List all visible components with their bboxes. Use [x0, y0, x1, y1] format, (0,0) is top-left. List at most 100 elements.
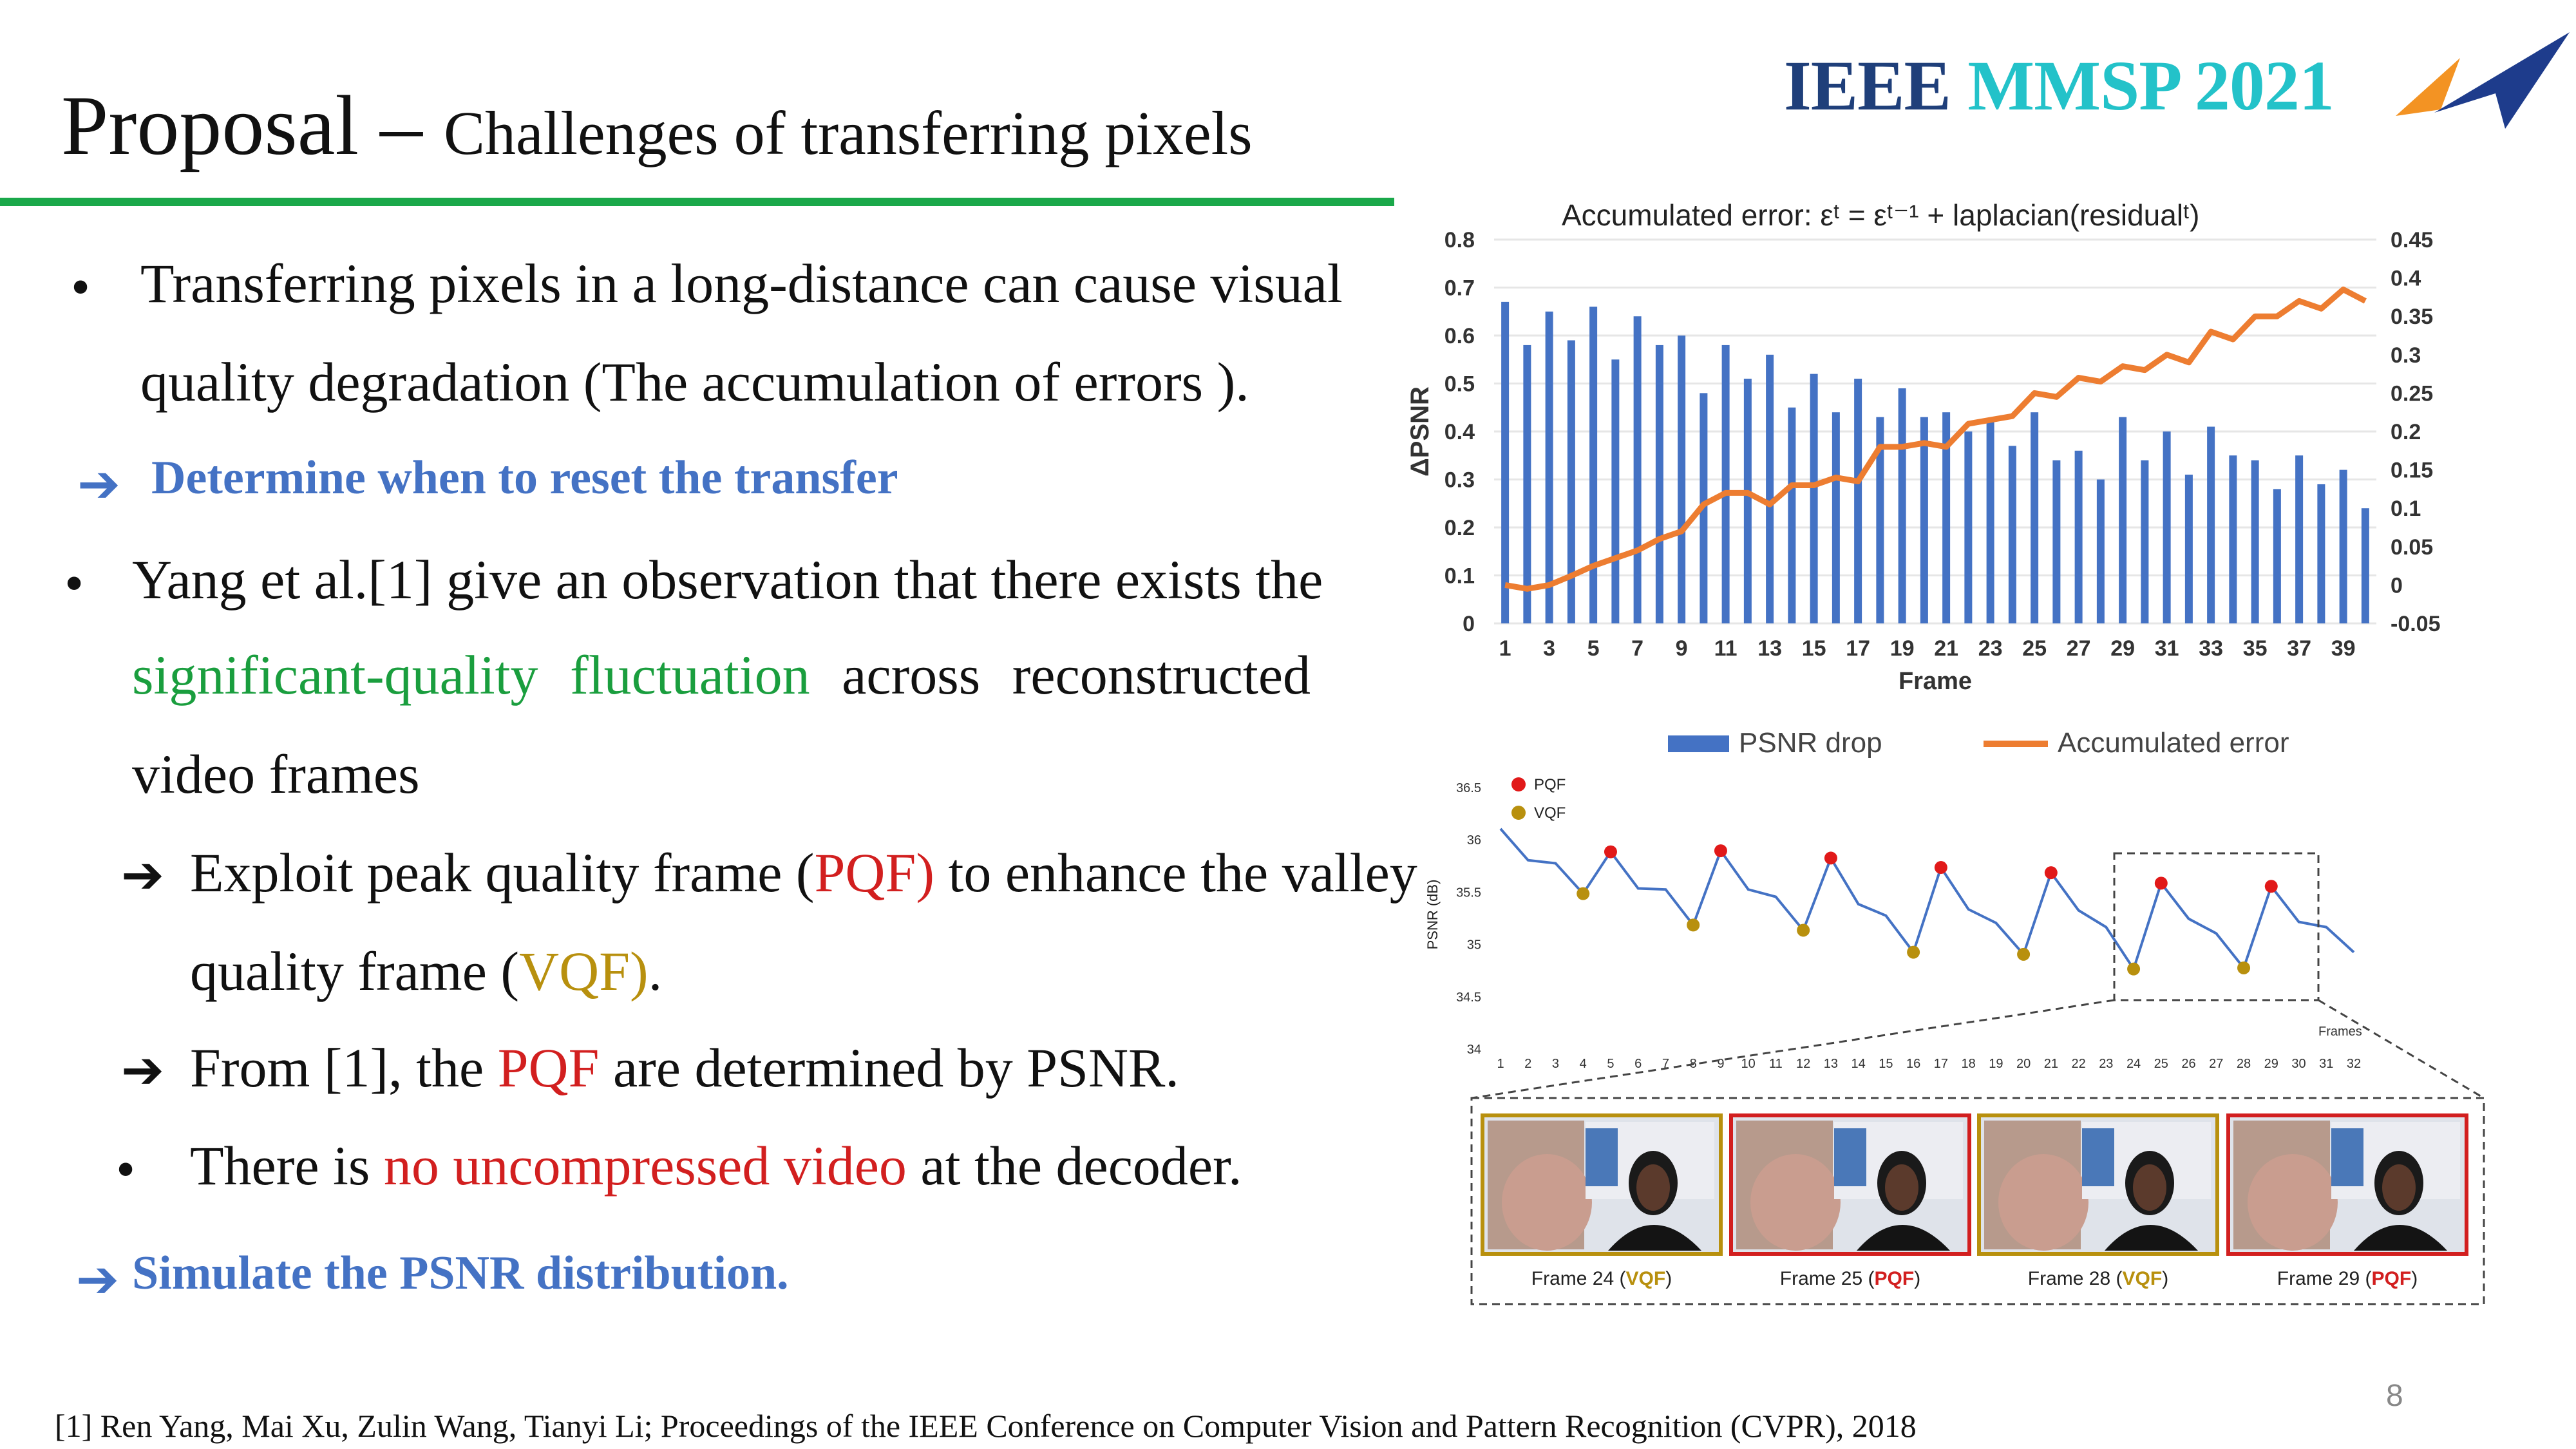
- chart1-bar: [2229, 455, 2237, 623]
- chart2-y-tick-label: 34: [1467, 1043, 1481, 1057]
- chart1-bar: [2096, 479, 2105, 623]
- frame-caption-prefix: Frame 24 (: [1531, 1268, 1626, 1289]
- chart2-vqf-point: [1907, 945, 1920, 959]
- chart2-x-tick-label: 31: [2319, 1057, 2333, 1071]
- chart2-x-tick-label: 28: [2237, 1057, 2251, 1071]
- frame-caption: Frame 29 (PQF): [2277, 1268, 2418, 1289]
- chart2-x-tick-label: 30: [2291, 1057, 2306, 1071]
- chart2-x-tick-label: 22: [2071, 1057, 2085, 1071]
- chart2-pqf-point: [2044, 866, 2058, 880]
- chart1-x-tick-label: 19: [1890, 636, 1915, 661]
- chart1-y2-tick-label: 0.35: [2391, 305, 2433, 329]
- chart1-y2-tick-label: -0.05: [2391, 612, 2441, 636]
- chart1-x-tick-label: 13: [1757, 636, 1782, 661]
- chart1-x-tick-label: 35: [2243, 636, 2268, 661]
- chart1-x-tick-label: 33: [2199, 636, 2223, 661]
- chart1-bar: [1545, 311, 1553, 623]
- chart1-bar: [2184, 475, 2193, 623]
- chart1-y2-tick-label: 0.3: [2391, 343, 2421, 368]
- chart1-bar: [1633, 316, 1642, 623]
- chart1-bar: [1810, 374, 1818, 623]
- chart1-bar: [1942, 412, 1951, 623]
- frame-caption-prefix: Frame 29 (: [2277, 1268, 2372, 1289]
- slide-title: Proposal – Challenges of transferring pi…: [61, 76, 1253, 175]
- chart1-bar: [1986, 422, 1994, 623]
- chart1-x-tick-label: 5: [1587, 636, 1600, 661]
- chart2-x-tick-label: 29: [2264, 1057, 2278, 1071]
- arrow-right-icon: ➔: [121, 1040, 165, 1100]
- bullet-1-dot: •: [71, 256, 91, 317]
- chart1-x-tick-label: 17: [1846, 636, 1870, 661]
- bullet-2-line-1: Yang et al.[1] give an observation that …: [132, 549, 1323, 611]
- chart2-y-axis-label: PSNR (dB): [1425, 880, 1441, 950]
- frame-caption-tag: VQF: [1626, 1268, 1666, 1289]
- chart1-bar: [2317, 484, 2325, 623]
- chart1-x-tick-label: 11: [1714, 636, 1738, 661]
- chart2-x-tick-label: 4: [1580, 1057, 1587, 1071]
- chart1-x-tick-label: 37: [2287, 636, 2311, 661]
- chart1-bar: [1964, 431, 1973, 623]
- sub-1-pqf: PQF): [814, 842, 934, 904]
- chart1-bar: [1678, 336, 1686, 623]
- chart2-x-tick-label: 2: [1524, 1057, 1531, 1071]
- chart1-legend-label-bar: PSNR drop: [1739, 727, 1882, 759]
- bullet-1-line-1: Transferring pixels in a long-distance c…: [140, 252, 1343, 314]
- chart1-y-tick-label: 0: [1463, 612, 1475, 636]
- chart2-x-tick-label: 24: [2126, 1057, 2141, 1071]
- chart2-pqf-point: [2154, 876, 2168, 890]
- chart1-bar: [1920, 417, 1928, 623]
- chart2-vqf-point: [1577, 887, 1590, 900]
- chart2-y-tick-label: 35.5: [1456, 886, 1481, 900]
- chart1-y-tick-label: 0.2: [1444, 516, 1475, 540]
- chart1-y2-tick-label: 0.4: [2391, 267, 2421, 291]
- chart1-x-tick-label: 15: [1802, 636, 1826, 661]
- chart1-x-tick-label: 27: [2067, 636, 2091, 661]
- chart1-legend-swatch-bar: [1668, 735, 1729, 752]
- chart1-bar: [1523, 345, 1531, 623]
- sub-1-text-a: Exploit peak quality frame (: [190, 842, 815, 904]
- chart1-x-tick-label: 7: [1631, 636, 1643, 661]
- frame-caption: Frame 25 (PQF): [1780, 1268, 1920, 1289]
- chart2-x-tick-label: 23: [2099, 1057, 2113, 1071]
- frame-blur-face: [1998, 1154, 2088, 1251]
- chart1-bar: [1655, 345, 1663, 623]
- sub-3-text-a: There is: [190, 1135, 384, 1197]
- sub-2-line: From [1], the PQF are determined by PSNR…: [190, 1036, 1179, 1100]
- chart2-x-tick-label: 15: [1879, 1057, 1893, 1071]
- chart2-x-tick-label: 27: [2209, 1057, 2223, 1071]
- chart1-bar: [1589, 307, 1598, 623]
- chart1-legend-label-line: Accumulated error: [2058, 727, 2289, 759]
- chart1-y2-tick-label: 0.1: [2391, 497, 2421, 521]
- sub-1-line-2: quality frame (VQF).: [190, 939, 662, 1003]
- frame-caption-tag: PQF: [1875, 1268, 1915, 1289]
- bullet-2-line-2: significant-quality fluctuation across r…: [132, 643, 1311, 707]
- chart2-x-tick-label: 9: [1717, 1057, 1724, 1071]
- frame-caption-tag: VQF: [2123, 1268, 2163, 1289]
- chart2-vqf-point: [2127, 962, 2141, 976]
- chart1-bar: [2141, 460, 2149, 623]
- chart1-y2-tick-label: 0.25: [2391, 381, 2433, 406]
- chart2-x-tick-label: 25: [2154, 1057, 2168, 1071]
- frame-caption-suffix: ): [1665, 1268, 1672, 1289]
- arrow-right-icon: ➔: [76, 1249, 120, 1309]
- bullet-1-line-2: quality degradation (The accumulation of…: [140, 351, 1249, 413]
- frame-caption-prefix: Frame 28 (: [2028, 1268, 2123, 1289]
- frame-poster: [1586, 1128, 1618, 1186]
- chart2-x-tick-label: 5: [1607, 1057, 1614, 1071]
- zoom-connector-left: [1471, 999, 2115, 1099]
- chart2-legend-vqf-label: VQF: [1534, 804, 1566, 822]
- chart1-bar: [1832, 412, 1840, 623]
- frame-caption: Frame 28 (VQF): [2028, 1268, 2168, 1289]
- chart1-series-line: [1504, 286, 2367, 592]
- chart1-bar: [2119, 417, 2127, 623]
- chart2-x-tick-label: 3: [1552, 1057, 1559, 1071]
- chart1-bar: [1501, 301, 1510, 623]
- frame-caption-tag: PQF: [2372, 1268, 2412, 1289]
- arrow-right-icon: ➔: [77, 454, 121, 514]
- sub-1-text-c: quality frame (: [190, 940, 520, 1002]
- chart1-y-tick-label: 0.4: [1444, 420, 1475, 444]
- chart2-legend-pqf-marker: [1511, 777, 1526, 791]
- frame-person-body: [2354, 1225, 2447, 1251]
- chart2-y-tick-label: 34.5: [1456, 990, 1481, 1005]
- chart1-y2-tick-label: 0: [2391, 573, 2403, 598]
